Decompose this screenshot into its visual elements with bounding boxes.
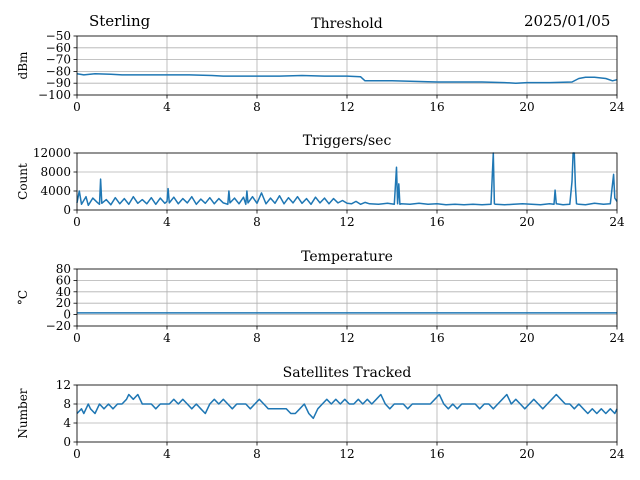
panel-3-x-tick-label: 16 [429, 331, 444, 345]
panel-3-y-tick-label: 60 [56, 273, 71, 287]
panel-3-title: Temperature [301, 249, 393, 265]
panel-3-x-tick-label: 24 [609, 331, 625, 345]
panel-4-y-tick-label: 0 [63, 435, 71, 449]
panel-4-y-tick-label: 8 [63, 397, 71, 411]
panel-2-x-tick-label: 12 [339, 215, 354, 229]
panel-3-y-tick-label: 0 [63, 308, 71, 322]
panel-3-y-tick-label: 40 [56, 285, 71, 299]
panel-4-title: Satellites Tracked [283, 365, 412, 381]
panel-4-y-tick-label: 4 [63, 416, 71, 430]
panel-2-y-tick-label: 4000 [40, 184, 71, 198]
panel-3-x-tick-label: 20 [519, 331, 534, 345]
panel-2-y-tick-label: 0 [63, 203, 71, 217]
panel-2-x-tick-label: 4 [163, 215, 171, 229]
panel-1-x-tick-label: 20 [519, 100, 534, 114]
panel-1-y-axis-label: dBm [16, 51, 30, 80]
panel-1-y-tick-label: −80 [46, 64, 71, 78]
panel-4-x-tick-label: 20 [519, 447, 534, 461]
panel-3-x-tick-label: 4 [163, 331, 171, 345]
panel-3-y-axis-label: °C [16, 290, 30, 305]
panel-1-series-line [76, 73, 618, 84]
panel-4-x-tick-label: 24 [609, 447, 625, 461]
panel-2-y-tick-label: 8000 [40, 165, 71, 179]
panel-1-x-tick-label: 4 [163, 100, 171, 114]
panel-4-x-tick-label: 4 [163, 447, 171, 461]
panel-2-title: Triggers/sec [303, 133, 392, 149]
panel-2-series-line [76, 152, 618, 207]
panel-3-y-tick-label: −20 [46, 319, 71, 333]
panel-2-x-tick-label: 20 [519, 215, 534, 229]
panel-3-y-tick-label: 20 [56, 296, 71, 310]
panel-1-x-tick-label: 12 [339, 100, 354, 114]
panel-1-y-tick-label: −90 [46, 76, 71, 90]
panel-1-y-tick-label: −100 [38, 88, 71, 102]
panel-1-x-tick-label: 16 [429, 100, 444, 114]
panel-3-x-tick-label: 8 [253, 331, 261, 345]
panel-1-x-tick-label: 8 [253, 100, 261, 114]
panel-3-x-tick-label: 0 [73, 331, 81, 345]
station-label: Sterling [89, 12, 151, 30]
panel-4-x-tick-label: 8 [253, 447, 261, 461]
date-label: 2025/01/05 [524, 12, 611, 30]
panel-3-y-tick-label: 80 [56, 262, 71, 276]
panel-3-x-tick-label: 12 [339, 331, 354, 345]
panel-2-x-tick-label: 24 [609, 215, 625, 229]
panel-4-series-line [76, 393, 618, 420]
panel-1-x-tick-label: 24 [609, 100, 625, 114]
panel-2-y-axis-label: Count [16, 163, 30, 200]
panel-1-x-tick-label: 0 [73, 100, 81, 114]
panel-1-y-tick-label: −70 [46, 53, 71, 67]
panel-4-x-tick-label: 0 [73, 447, 81, 461]
panel-2-x-tick-label: 8 [253, 215, 261, 229]
panel-1-title: Threshold [311, 16, 382, 32]
panel-1-y-tick-label: −60 [46, 41, 71, 55]
panel-2-y-tick-label: 12000 [33, 146, 71, 160]
panel-4-x-tick-label: 12 [339, 447, 354, 461]
panel-2-x-tick-label: 0 [73, 215, 81, 229]
panel-4-y-tick-label: 12 [56, 378, 71, 392]
panel-1-y-tick-label: −50 [46, 29, 71, 43]
panel-2-x-tick-label: 16 [429, 215, 444, 229]
panel-4-x-tick-label: 16 [429, 447, 444, 461]
panel-4-y-axis-label: Number [16, 388, 30, 438]
